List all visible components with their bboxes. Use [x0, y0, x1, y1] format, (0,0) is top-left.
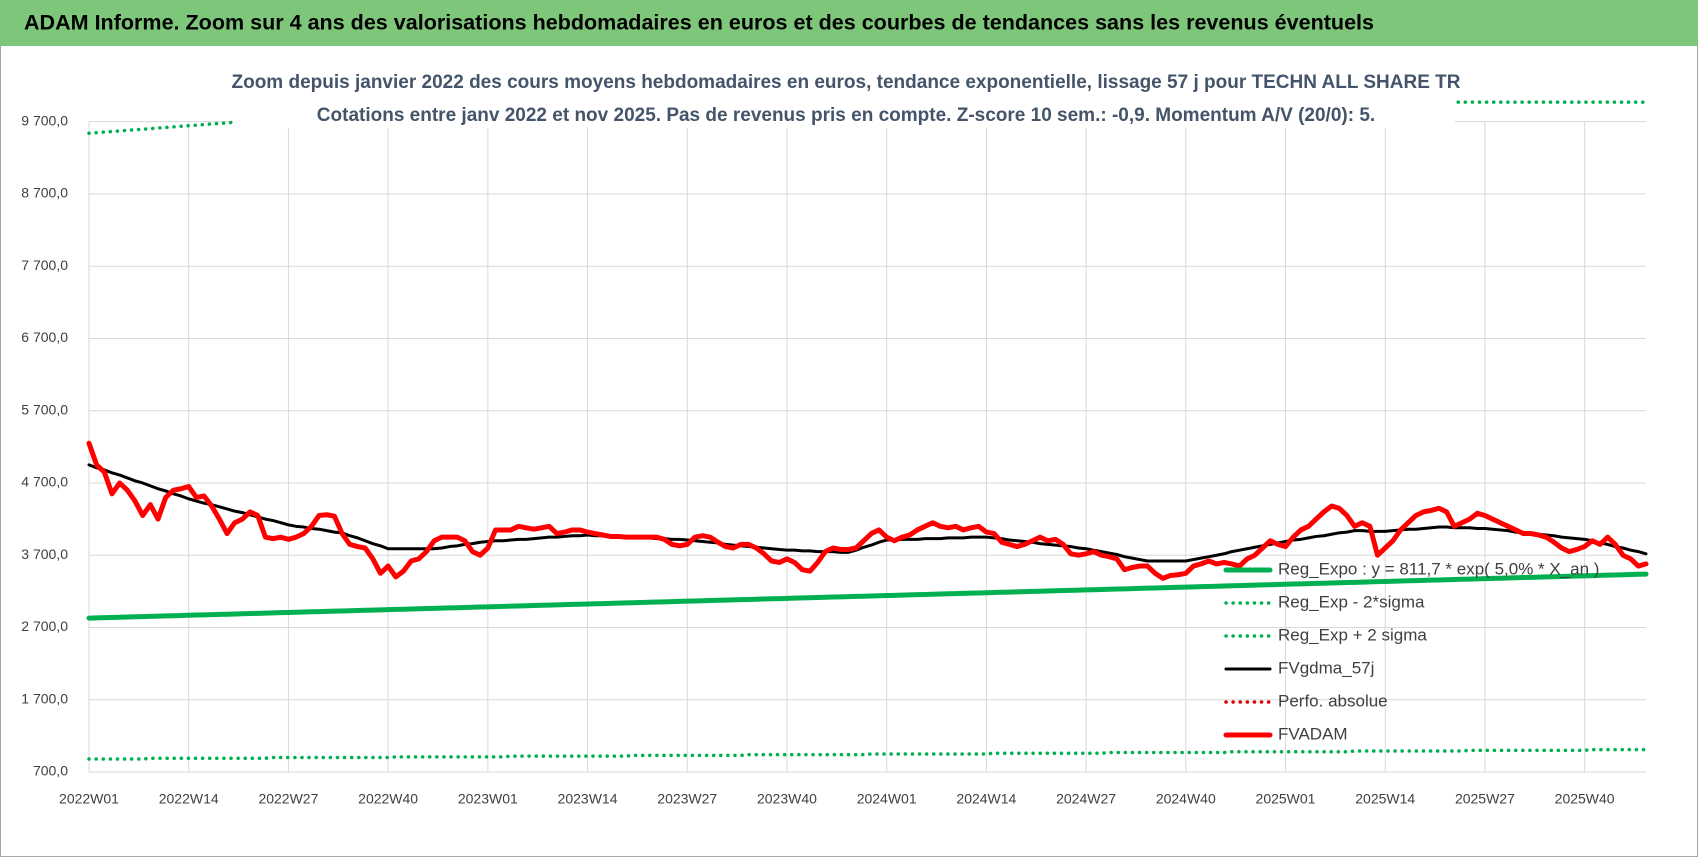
x-tick-label: 2025W40 [1555, 791, 1615, 807]
x-tick-label: 2025W27 [1455, 791, 1515, 807]
x-tick-label: 2023W40 [757, 791, 817, 807]
header-bar [0, 0, 1698, 46]
series-line [87, 463, 1648, 563]
y-tick-label: 1 700,0 [21, 690, 68, 706]
legend-label: Perfo. absolue [1278, 691, 1388, 710]
x-tick-label: 2023W01 [458, 791, 518, 807]
y-tick-label: 7 700,0 [21, 257, 68, 273]
legend-label: FVADAM [1278, 724, 1348, 743]
x-tick-label: 2024W40 [1156, 791, 1216, 807]
y-tick-label: 5 700,0 [21, 401, 68, 417]
y-tick-label: 9 700,0 [21, 112, 68, 128]
legend-label: FVgdma_57j [1278, 658, 1374, 677]
legend-label: Reg_Exp + 2 sigma [1278, 625, 1427, 644]
x-tick-label: 2022W40 [358, 791, 418, 807]
title-box [233, 64, 1455, 128]
legend-label: Reg_Expo : y = 811,7 * exp( 5,0% * X_an … [1278, 559, 1599, 578]
y-tick-label: 6 700,0 [21, 329, 68, 345]
y-tick-label: 700,0 [33, 763, 68, 779]
y-tick-label: 8 700,0 [21, 185, 68, 201]
y-tick-label: 4 700,0 [21, 474, 68, 490]
x-tick-label: 2023W27 [657, 791, 717, 807]
x-tick-label: 2024W01 [857, 791, 917, 807]
legend: Reg_Expo : y = 811,7 * exp( 5,0% * X_an … [1223, 559, 1599, 743]
y-tick-label: 2 700,0 [21, 618, 68, 634]
x-tick-label: 2025W14 [1355, 791, 1415, 807]
x-tick-label: 2022W14 [159, 791, 219, 807]
series-line [86, 440, 1649, 581]
chart-subtitle: Cotations entre janv 2022 et nov 2025. P… [317, 105, 1375, 126]
chart-title: Zoom depuis janvier 2022 des cours moyen… [231, 72, 1460, 93]
header-title: ADAM Informe. Zoom sur 4 ans des valoris… [24, 12, 1374, 35]
x-tick-label: 2024W27 [1056, 791, 1116, 807]
legend-label: Reg_Exp - 2*sigma [1278, 592, 1425, 611]
series-line [87, 747, 1648, 761]
x-tick-label: 2023W14 [558, 791, 618, 807]
y-tick-label: 3 700,0 [21, 546, 68, 562]
x-tick-label: 2024W14 [956, 791, 1016, 807]
series-line [86, 571, 1649, 621]
x-tick-label: 2025W01 [1256, 791, 1316, 807]
plot-area: 700,0 1 700,0 2 700,0 3 700,0 4 700,0 5 700,0… [21, 100, 1649, 807]
x-tick-label: 2022W01 [59, 791, 119, 807]
x-tick-label: 2022W27 [258, 791, 318, 807]
